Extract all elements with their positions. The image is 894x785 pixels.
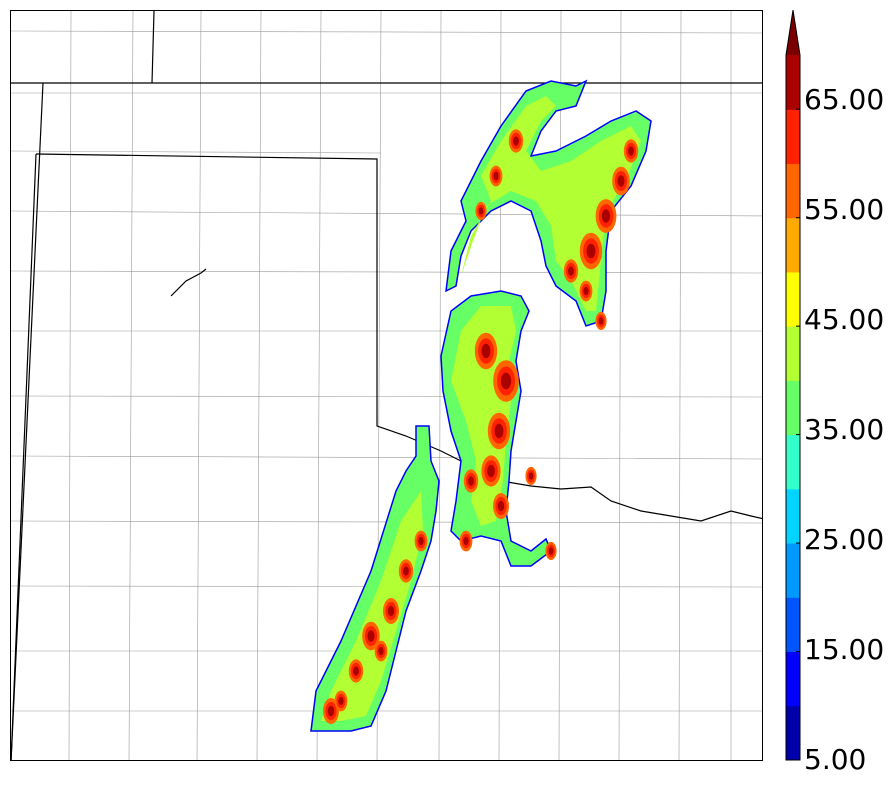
reflectivity-core (497, 500, 505, 512)
colorbar-segment (786, 597, 800, 653)
reflectivity-core (378, 646, 384, 656)
reflectivity-core (583, 286, 589, 296)
reflectivity-core (403, 566, 409, 576)
reflectivity-core (528, 472, 534, 480)
colorbar-segment (786, 705, 800, 761)
reflectivity-core (418, 536, 424, 546)
colorbar-extend-arrow (786, 10, 800, 55)
reflectivity-core (548, 547, 554, 555)
colorbar-segment (786, 488, 800, 544)
reflectivity-core (494, 423, 504, 439)
colorbar-segment (786, 217, 800, 273)
reflectivity-core (327, 705, 335, 717)
colorbar-tick-label: 15.00 (804, 633, 885, 666)
colorbar-tick-label: 45.00 (804, 303, 885, 336)
map-panel (10, 10, 763, 761)
reflectivity-core (568, 266, 574, 276)
reflectivity-core (367, 630, 375, 642)
colorbar (784, 9, 894, 770)
reflectivity-core (468, 476, 474, 486)
reflectivity-core (586, 243, 596, 259)
reflectivity-core (500, 372, 512, 390)
reflectivity-core (338, 696, 344, 706)
reflectivity-core (493, 171, 499, 181)
colorbar-tick-label: 55.00 (804, 193, 885, 226)
reflectivity-core (478, 207, 484, 215)
reflectivity-core (513, 136, 519, 146)
reflectivity-core (601, 209, 611, 223)
colorbar-segment (786, 651, 800, 707)
colorbar-segment (786, 434, 800, 490)
colorbar-scale (785, 9, 801, 761)
reflectivity-core (463, 536, 469, 546)
state-boundaries (11, 11, 762, 760)
colorbar-segment (786, 326, 800, 381)
reflectivity-core (387, 605, 395, 617)
reflectivity-core (617, 175, 625, 187)
reflectivity-core (628, 146, 634, 156)
colorbar-segment (786, 55, 800, 110)
colorbar-segment (786, 543, 800, 598)
reflectivity-cells (310, 79, 652, 732)
southern-line (310, 425, 440, 732)
colorbar-tick-label: 5.00 (804, 743, 867, 776)
reflectivity-band-40 (321, 491, 423, 721)
colorbar-segment (786, 163, 800, 219)
colorbar-tick-label: 25.00 (804, 523, 885, 556)
reflectivity-core (598, 317, 604, 325)
colorbar-tick-label: 35.00 (804, 413, 885, 446)
colorbar-segment (786, 271, 800, 327)
reflectivity-core (481, 343, 491, 359)
reflectivity-core (353, 666, 359, 676)
reflectivity-core (487, 464, 495, 478)
colorbar-segment (786, 380, 800, 436)
reflectivity-map (11, 11, 762, 760)
colorbar-tick-label: 65.00 (804, 83, 885, 116)
colorbar-segment (786, 109, 800, 164)
